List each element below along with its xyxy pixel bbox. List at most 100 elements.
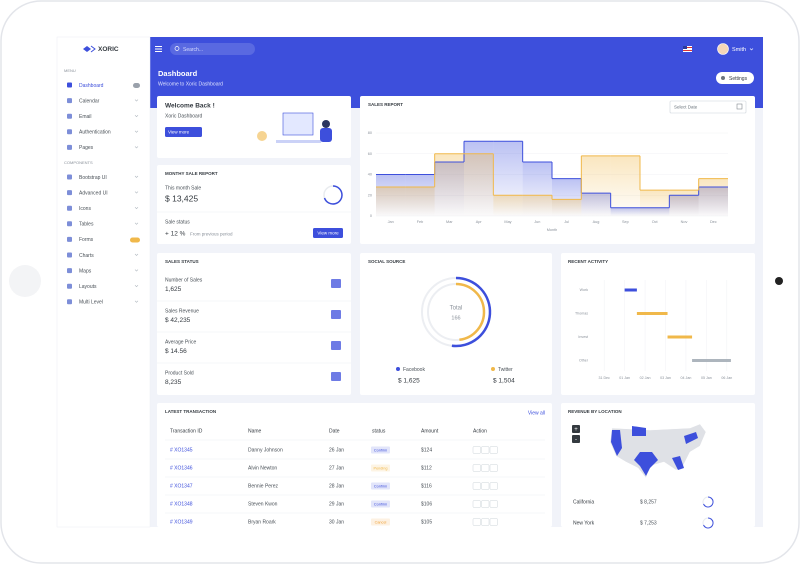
cell: $116 <box>421 483 432 489</box>
settings-button[interactable] <box>716 72 754 84</box>
transaction-id[interactable]: # XO1348 <box>170 501 193 507</box>
cell: Bennie Perez <box>248 483 279 489</box>
status-label: Confirm <box>374 448 387 452</box>
user-name[interactable]: Smith <box>732 47 746 53</box>
location-name: New York <box>573 520 595 526</box>
x-tick-label: Dec <box>710 220 717 224</box>
avatar[interactable] <box>717 43 729 55</box>
x-tick-label: 06 Jan <box>721 376 732 380</box>
x-tick-label: Mar <box>446 220 453 224</box>
nav-item[interactable]: Icons <box>79 206 91 212</box>
nav-item[interactable]: Pages <box>79 145 94 151</box>
action-button[interactable] <box>481 518 490 526</box>
status-label: Pending <box>374 466 388 470</box>
nav-item[interactable]: Calendar <box>79 98 100 104</box>
action-button[interactable] <box>489 518 498 526</box>
nav-item[interactable]: Tables <box>79 222 94 228</box>
location-name: California <box>573 499 594 505</box>
menu-toggle[interactable] <box>155 46 162 52</box>
zoom-label[interactable]: + <box>574 427 578 433</box>
action-button[interactable] <box>481 464 490 472</box>
transaction-id[interactable]: # XO1346 <box>170 465 193 471</box>
cell: Danny Johnson <box>248 447 283 453</box>
total-label: Total <box>450 306 463 312</box>
transaction-id[interactable]: # XO1345 <box>170 447 193 453</box>
action-button[interactable] <box>481 500 490 508</box>
stat-label: Product Sold <box>165 370 194 376</box>
x-tick-label: 04 Jan <box>681 376 692 380</box>
illustration-desk <box>276 140 321 143</box>
nav-item[interactable]: Authentication <box>79 130 111 136</box>
nav-item[interactable]: Email <box>79 114 92 120</box>
nav-item[interactable]: Dashboard <box>79 83 104 89</box>
x-axis-label: Month <box>547 228 558 232</box>
nav-item[interactable]: Forms <box>79 237 94 243</box>
settings-label[interactable]: Settings <box>729 76 748 82</box>
map-state <box>634 452 658 476</box>
status-badge <box>371 500 390 508</box>
search-placeholder: Search... <box>183 47 203 53</box>
date-input[interactable] <box>669 100 747 114</box>
nav-item[interactable]: Multi Level <box>79 300 103 306</box>
date-placeholder[interactable]: Select Date <box>674 105 698 110</box>
action-button[interactable] <box>472 446 481 454</box>
x-tick-label: Feb <box>417 220 424 224</box>
x-tick-label: May <box>504 220 511 224</box>
view-more-button[interactable] <box>313 228 343 238</box>
transaction-id[interactable]: # XO1347 <box>170 483 193 489</box>
zoom-label[interactable]: - <box>575 437 577 443</box>
search-box[interactable] <box>170 43 255 55</box>
stat-value: $ 42,235 <box>165 317 191 324</box>
button-label[interactable]: View more <box>317 231 339 236</box>
nav-caret <box>134 191 139 194</box>
timeline-bar <box>636 312 668 315</box>
nav-icon <box>67 190 72 196</box>
action-button[interactable] <box>481 446 490 454</box>
button-label[interactable]: View more <box>168 130 190 135</box>
action-button[interactable] <box>481 482 490 490</box>
stat-value: 8,235 <box>165 379 182 386</box>
action-button[interactable] <box>472 464 481 472</box>
label: Sale status <box>165 219 190 225</box>
nav-caret <box>134 130 139 133</box>
map-state <box>611 430 622 456</box>
card-title: SOCIAL SOURCE <box>368 259 405 264</box>
transaction-id[interactable]: # XO1349 <box>170 519 193 525</box>
nav-badge <box>130 237 140 243</box>
y-tick-label: 40 <box>368 173 372 177</box>
zoom-button[interactable] <box>572 435 580 443</box>
action-button[interactable] <box>489 482 498 490</box>
zoom-button[interactable] <box>572 425 580 433</box>
nav-caret <box>134 114 139 118</box>
welcome-title: Welcome Back ! <box>165 103 215 110</box>
user-caret <box>749 48 754 51</box>
nav-item[interactable]: Maps <box>79 268 92 274</box>
area <box>434 153 464 216</box>
action-button[interactable] <box>489 446 498 454</box>
nav-item[interactable]: Advanced UI <box>79 190 108 196</box>
view-all-link[interactable]: View all <box>528 410 545 416</box>
timeline-bar <box>624 288 637 292</box>
action-button[interactable] <box>489 464 498 472</box>
nav-icon <box>67 98 72 104</box>
stat-value: 1,625 <box>165 286 182 293</box>
x-tick-label: Sep <box>622 220 629 224</box>
nav-item[interactable]: Charts <box>79 253 94 259</box>
action-button[interactable] <box>489 500 498 508</box>
area <box>610 155 640 216</box>
card-title: SALES STATUS <box>165 259 199 264</box>
action-button[interactable] <box>472 482 481 490</box>
y-tick-label: 20 <box>368 193 372 197</box>
view-more-button[interactable] <box>165 127 202 137</box>
action-button[interactable] <box>472 518 481 526</box>
change-note: From previous period <box>190 232 233 237</box>
status-label: Confirm <box>374 484 387 488</box>
action-button[interactable] <box>472 500 481 508</box>
nav-item[interactable]: Layouts <box>79 284 97 290</box>
area <box>581 155 611 216</box>
cell: Alvin Newton <box>248 465 277 471</box>
x-tick-label: Oct <box>652 220 659 224</box>
nav-item[interactable]: Bootstrap UI <box>79 175 107 181</box>
card-title: REVENUE BY LOCATION <box>568 409 622 414</box>
flag[interactable] <box>683 46 692 52</box>
